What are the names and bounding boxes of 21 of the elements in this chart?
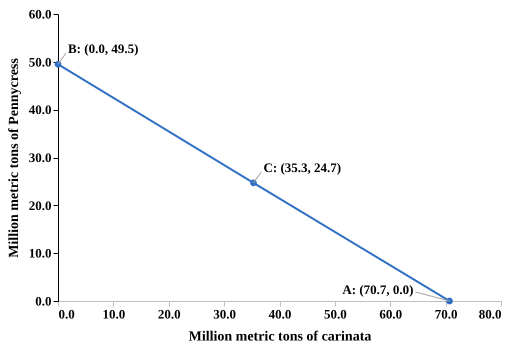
y-tick-label: 10.0	[28, 246, 52, 261]
y-tick-label: 40.0	[28, 102, 52, 118]
annotation: A: (70.7, 0.0)	[342, 282, 414, 297]
x-tick-label: 70.0	[434, 306, 458, 322]
annotation: B: (0.0, 49.5)	[68, 41, 138, 56]
y-axis-title: Million metric tons of Pennycress	[6, 58, 22, 258]
y-tick-label: 50.0	[28, 54, 52, 70]
x-tick-label: 50.0	[324, 306, 347, 322]
y-tick-label: 20.0	[28, 198, 52, 213]
y-tick-label: 0.0	[35, 294, 52, 308]
x-axis-title: Million metric tons of carinata	[188, 330, 372, 344]
x-tick-label: 0.0	[58, 306, 75, 322]
x-tick-label: 40.0	[268, 306, 292, 322]
x-tick-label: 20.0	[158, 306, 181, 322]
y-tick-label: 30.0	[28, 150, 52, 165]
y-tick-label: 60.0	[28, 6, 52, 22]
x-tick-label: 80.0	[478, 306, 502, 322]
x-tick-label: 10.0	[102, 306, 126, 322]
annotation: C: (35.3, 24.7)	[263, 160, 342, 175]
x-tick-label: 30.0	[213, 306, 236, 322]
x-tick-label: 60.0	[379, 306, 402, 322]
